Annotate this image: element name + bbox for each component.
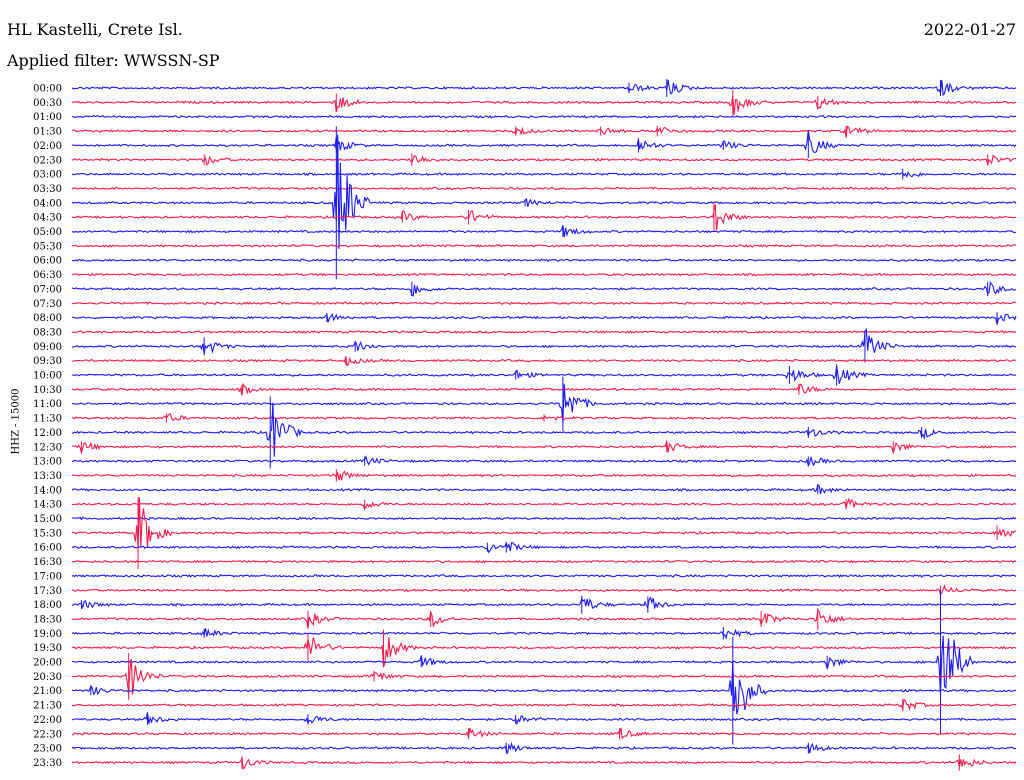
time-label: 11:00 [33,399,62,410]
time-label: 07:00 [33,284,62,295]
trace-row-0400 [71,134,1017,250]
trace-row-0430 [71,204,1017,231]
trace-row-1500 [72,516,1017,521]
trace-row-0300 [71,170,1017,178]
time-label: 23:30 [33,758,62,769]
trace-row-0330 [71,186,1017,191]
trace-row-1530 [72,497,1016,548]
trace-row-1000 [71,366,1017,384]
trace-row-0130 [71,125,1017,138]
time-label: 09:30 [33,356,62,367]
time-label: 16:00 [33,543,62,554]
time-label: 10:00 [33,371,62,382]
time-label: 03:00 [33,170,62,181]
time-label: 17:30 [33,586,62,597]
trace-row-0600 [71,258,1017,263]
trace-row-0930 [71,356,1017,367]
trace-row-0200 [71,130,1017,153]
trace-row-1430 [71,497,1017,511]
time-label: 19:30 [33,643,62,654]
time-label: 16:30 [33,557,62,568]
time-label: 12:30 [33,442,62,453]
time-label: 06:00 [33,256,62,267]
time-label: 00:00 [33,84,62,95]
trace-row-0100 [71,114,1017,119]
time-label: 04:30 [33,213,62,224]
trace-row-0800 [71,312,1017,325]
trace-row-0630 [71,272,1017,277]
time-label: 00:30 [33,98,62,109]
trace-row-1900 [71,628,1017,640]
time-label: 05:00 [33,227,62,238]
trace-row-0900 [71,327,1017,354]
time-label: 11:30 [33,414,62,425]
time-label: 20:00 [33,658,62,669]
trace-row-0830 [71,330,1017,334]
time-label: 07:30 [33,299,62,310]
trace-row-1930 [71,637,1017,668]
trace-row-2230 [71,727,1017,740]
time-label: 18:00 [33,600,62,611]
time-label: 13:30 [33,471,62,482]
time-label: 23:00 [33,744,62,755]
time-label: 01:30 [33,127,62,138]
time-label: 21:00 [33,686,62,697]
trace-row-2300 [71,741,1016,755]
trace-row-0000 [71,79,1017,97]
time-label: 02:00 [33,141,62,152]
time-label: 19:00 [33,629,62,640]
time-label: 17:00 [33,571,62,582]
trace-row-0530 [71,243,1017,248]
time-label: 06:30 [33,270,62,281]
trace-row-1330 [71,470,1017,481]
time-label: 18:30 [33,614,62,625]
trace-row-1230 [71,440,1017,455]
trace-row-1700 [71,573,1017,578]
time-label: 02:30 [33,155,62,166]
trace-row-0700 [71,281,1017,297]
time-label: 21:30 [33,701,62,712]
time-label: 09:00 [33,342,62,353]
trace-row-2330 [71,757,1017,770]
filter-label: Applied filter: WWSSN-SP [7,51,220,70]
trace-row-2000 [71,635,1017,696]
trace-row-1600 [71,541,1017,554]
trace-row-1300 [71,455,1017,468]
trace-row-1800 [71,596,1017,610]
time-label: 13:00 [33,457,62,468]
trace-row-1730 [71,584,1017,597]
time-label: 14:00 [33,485,62,496]
trace-row-2200 [71,712,1017,726]
trace-row-0230 [71,154,1017,167]
time-label: 12:00 [33,428,62,439]
trace-row-1100 [71,383,1017,423]
time-label: 10:30 [33,385,62,396]
record-date: 2022-01-27 [923,20,1016,39]
time-label: 08:30 [33,327,62,338]
trace-row-1830 [71,609,1017,629]
trace-row-1200 [71,402,1017,457]
trace-row-0500 [71,224,1017,238]
time-label: 20:30 [33,672,62,683]
trace-row-1400 [71,483,1017,495]
time-label: 05:30 [33,241,62,252]
trace-row-1630 [71,559,1017,564]
time-label: 08:00 [33,313,62,324]
trace-row-1030 [71,382,1017,396]
time-label: 15:30 [33,528,62,539]
time-label: 22:00 [33,715,62,726]
time-label: 01:00 [33,112,62,123]
trace-row-2100 [71,660,1017,715]
trace-row-2030 [71,658,1017,695]
trace-row-0030 [71,96,1017,115]
trace-row-0730 [71,301,1017,306]
time-label: 03:30 [33,184,62,195]
time-label: 04:00 [33,198,62,209]
station-name: HL Kastelli, Crete Isl. [7,20,183,39]
trace-row-2130 [71,698,1016,711]
time-label: 14:30 [33,500,62,511]
time-label: 15:00 [33,514,62,525]
time-label: 22:30 [33,729,62,740]
